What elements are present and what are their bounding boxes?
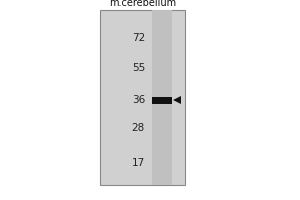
- Text: 36: 36: [132, 95, 145, 105]
- Bar: [152, 97, 172, 104]
- Bar: [100, 10, 185, 185]
- Text: m.cerebellum: m.cerebellum: [109, 0, 176, 8]
- Text: 17: 17: [132, 158, 145, 168]
- Text: 72: 72: [132, 33, 145, 43]
- Text: 28: 28: [132, 123, 145, 133]
- Bar: [152, 10, 172, 185]
- Polygon shape: [173, 96, 181, 104]
- Text: 55: 55: [132, 63, 145, 73]
